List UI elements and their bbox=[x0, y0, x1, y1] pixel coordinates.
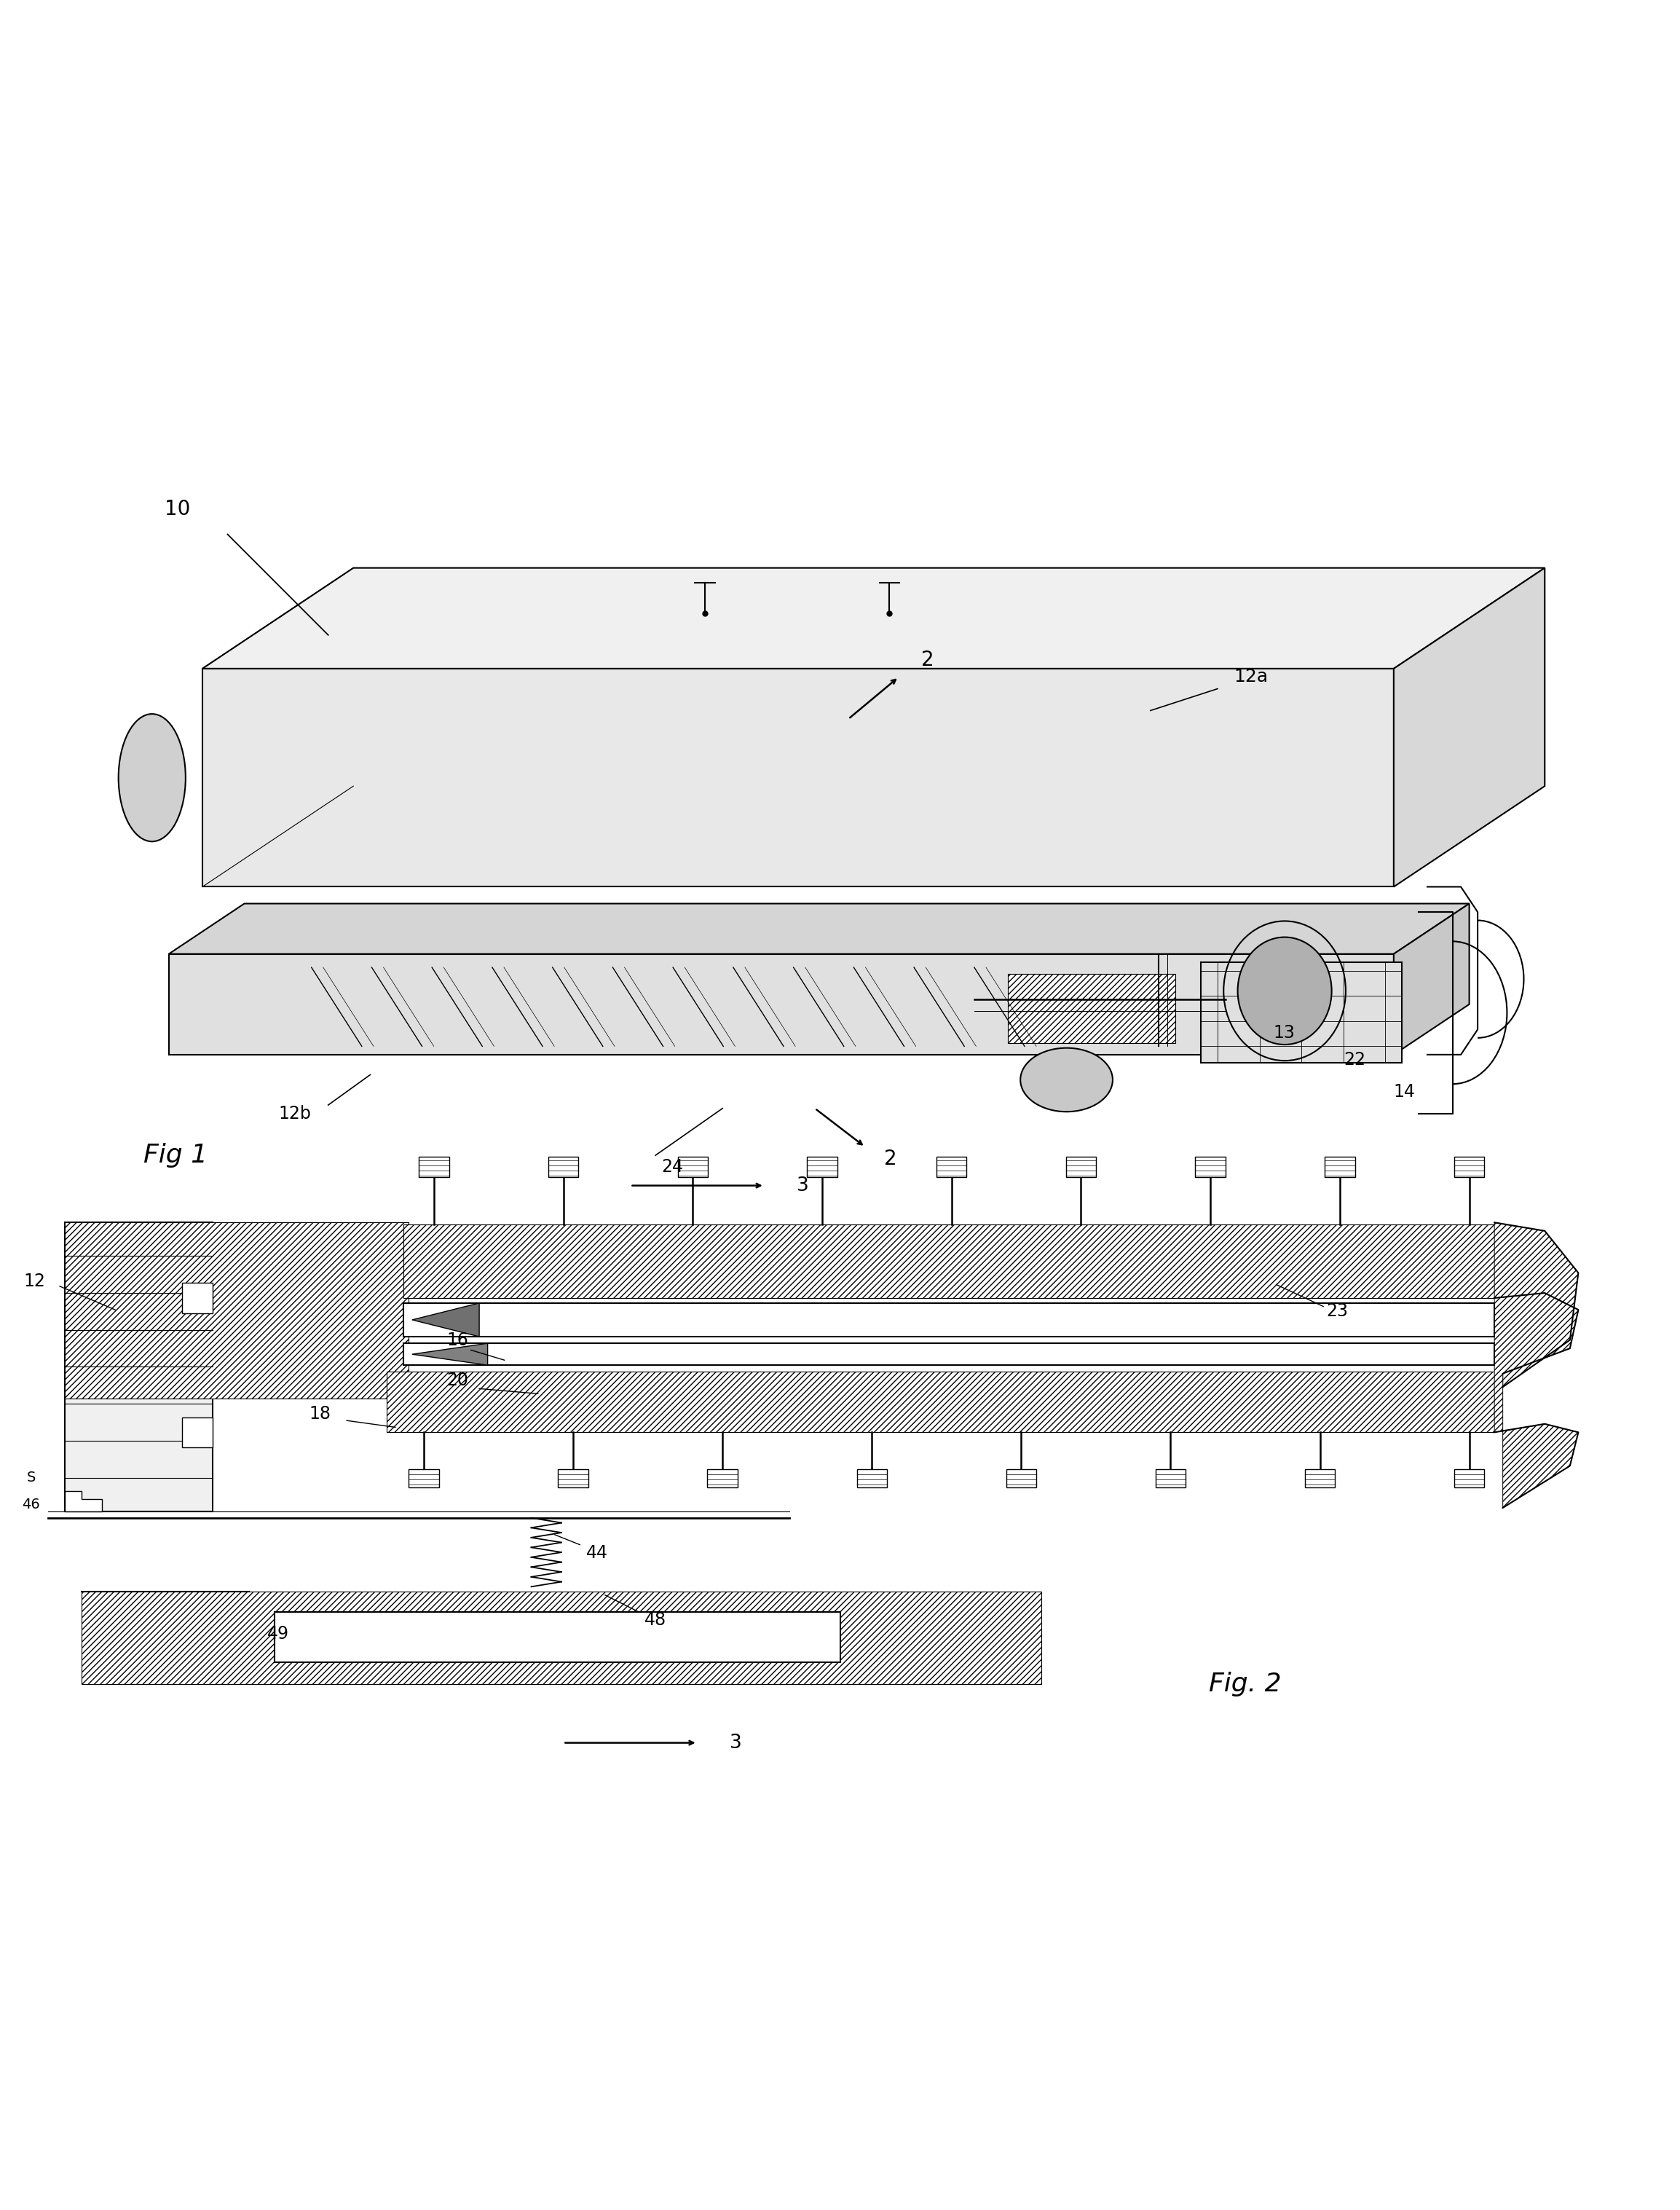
Text: 2: 2 bbox=[921, 650, 934, 670]
Polygon shape bbox=[857, 1470, 887, 1487]
Text: S: S bbox=[27, 1470, 35, 1485]
Polygon shape bbox=[707, 1470, 738, 1487]
Text: 2: 2 bbox=[884, 1149, 897, 1169]
Text: 12a: 12a bbox=[1233, 667, 1268, 685]
Polygon shape bbox=[1495, 1222, 1578, 1388]
Ellipse shape bbox=[1020, 1048, 1112, 1112]
Text: Fig 1: Fig 1 bbox=[143, 1143, 208, 1167]
Text: 44: 44 bbox=[586, 1545, 608, 1562]
Text: 24: 24 bbox=[662, 1158, 684, 1176]
Text: Fig. 2: Fig. 2 bbox=[1210, 1671, 1282, 1697]
Text: 16: 16 bbox=[447, 1330, 469, 1348]
Polygon shape bbox=[806, 1158, 837, 1178]
Polygon shape bbox=[408, 1470, 438, 1487]
Polygon shape bbox=[1006, 1470, 1037, 1487]
Text: 12: 12 bbox=[24, 1273, 45, 1291]
Polygon shape bbox=[66, 1222, 408, 1399]
Text: 18: 18 bbox=[309, 1406, 331, 1423]
Polygon shape bbox=[274, 1611, 840, 1662]
Text: 23: 23 bbox=[1327, 1302, 1349, 1319]
Polygon shape bbox=[412, 1344, 487, 1366]
Polygon shape bbox=[66, 1222, 212, 1512]
Polygon shape bbox=[1326, 1158, 1356, 1178]
Polygon shape bbox=[1394, 904, 1470, 1054]
Polygon shape bbox=[1495, 1293, 1578, 1507]
Polygon shape bbox=[412, 1304, 479, 1337]
Text: 3: 3 bbox=[796, 1176, 810, 1196]
Text: 49: 49 bbox=[267, 1624, 289, 1642]
Polygon shape bbox=[168, 955, 1394, 1054]
Polygon shape bbox=[677, 1158, 707, 1178]
Ellipse shape bbox=[119, 714, 185, 842]
Polygon shape bbox=[403, 1304, 1495, 1337]
Polygon shape bbox=[936, 1158, 966, 1178]
Polygon shape bbox=[202, 568, 1544, 670]
Polygon shape bbox=[82, 1591, 1042, 1684]
Text: 3: 3 bbox=[729, 1733, 743, 1753]
Text: 12b: 12b bbox=[279, 1105, 311, 1123]
Polygon shape bbox=[1455, 1158, 1485, 1178]
Text: 14: 14 bbox=[1394, 1083, 1416, 1101]
Ellipse shape bbox=[1238, 937, 1332, 1045]
Polygon shape bbox=[403, 1224, 1495, 1297]
Text: 13: 13 bbox=[1273, 1023, 1295, 1041]
Text: 20: 20 bbox=[447, 1372, 469, 1390]
Polygon shape bbox=[181, 1284, 212, 1313]
Text: 10: 10 bbox=[165, 499, 190, 519]
Polygon shape bbox=[202, 670, 1394, 886]
Polygon shape bbox=[418, 1158, 449, 1178]
Polygon shape bbox=[558, 1470, 588, 1487]
Text: 46: 46 bbox=[22, 1498, 40, 1512]
Polygon shape bbox=[1495, 1293, 1578, 1507]
Polygon shape bbox=[1455, 1470, 1485, 1487]
Polygon shape bbox=[386, 1372, 1495, 1432]
Text: 48: 48 bbox=[645, 1611, 667, 1629]
Polygon shape bbox=[168, 904, 1470, 955]
Polygon shape bbox=[1156, 1470, 1186, 1487]
Polygon shape bbox=[66, 1492, 102, 1512]
Polygon shape bbox=[1394, 568, 1544, 886]
Polygon shape bbox=[1305, 1470, 1336, 1487]
Polygon shape bbox=[548, 1158, 578, 1178]
Polygon shape bbox=[181, 1417, 212, 1448]
Text: 22: 22 bbox=[1344, 1052, 1366, 1067]
Polygon shape bbox=[1008, 975, 1176, 1043]
Polygon shape bbox=[1065, 1158, 1095, 1178]
Polygon shape bbox=[1495, 1222, 1578, 1388]
Polygon shape bbox=[1194, 1158, 1225, 1178]
Polygon shape bbox=[1201, 961, 1403, 1063]
Polygon shape bbox=[403, 1344, 1495, 1366]
